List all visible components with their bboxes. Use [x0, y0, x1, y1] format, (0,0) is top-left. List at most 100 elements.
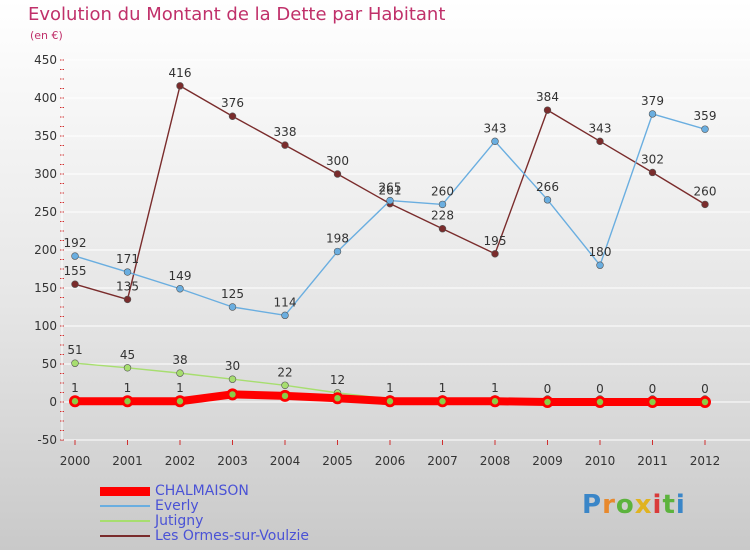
- data-label: 228: [431, 209, 454, 223]
- data-point: [438, 225, 447, 233]
- data-point: [281, 311, 289, 320]
- legend-swatch: [100, 520, 150, 522]
- legend-label: Jutigny: [155, 513, 204, 529]
- data-label: 338: [274, 125, 297, 139]
- y-axis-unit: (en €): [30, 29, 63, 42]
- data-point: [281, 141, 289, 149]
- data-label: 384: [536, 90, 559, 104]
- data-label: 30: [225, 359, 240, 373]
- legend-swatch: [100, 486, 150, 496]
- data-label: 260: [431, 184, 454, 198]
- data-point: [228, 375, 237, 383]
- data-label: 180: [589, 245, 612, 259]
- data-point: [71, 252, 79, 260]
- data-point: [333, 170, 342, 178]
- x-tick-label: 2005: [322, 454, 353, 468]
- data-label: 149: [169, 269, 192, 283]
- data-point: [386, 196, 394, 205]
- data-point: [648, 110, 657, 118]
- data-label: 1: [491, 381, 499, 395]
- logo-letter: o: [615, 490, 635, 520]
- data-point: [176, 82, 184, 90]
- data-point: [123, 364, 132, 372]
- data-point-inner: [701, 398, 709, 406]
- data-point: [71, 280, 79, 288]
- data-label: 359: [694, 109, 717, 123]
- data-label: 343: [589, 121, 612, 135]
- data-label: 1: [176, 381, 184, 395]
- data-point: [228, 112, 237, 120]
- data-label: 192: [64, 236, 87, 250]
- data-label: 379: [641, 94, 664, 108]
- legend-swatch: [100, 505, 150, 507]
- y-tick-label: 400: [34, 91, 57, 105]
- data-label: 302: [641, 152, 664, 166]
- logo-letter: x: [634, 490, 653, 520]
- data-point: [491, 137, 499, 146]
- data-point: [596, 261, 604, 269]
- legend-label: Everly: [155, 498, 199, 514]
- data-point: [701, 125, 709, 133]
- x-tick-label: 2003: [217, 454, 248, 468]
- data-label: 300: [326, 154, 349, 168]
- data-label: 265: [379, 181, 402, 195]
- data-point-inner: [124, 398, 131, 405]
- data-label: 0: [649, 382, 657, 396]
- logo-letter: t: [662, 490, 676, 520]
- data-label: 0: [701, 382, 709, 396]
- x-tick-label: 2002: [165, 454, 196, 468]
- y-tick-label: 150: [34, 281, 57, 295]
- data-label: 1: [124, 381, 132, 395]
- data-label: 171: [116, 252, 139, 266]
- data-point: [228, 303, 237, 311]
- data-point: [701, 200, 709, 209]
- data-label: 1: [386, 381, 394, 395]
- series-line: [74, 113, 706, 317]
- data-label: 12: [330, 373, 345, 387]
- y-tick-label: 50: [42, 357, 57, 371]
- data-label: 45: [120, 348, 135, 362]
- legend-label: Les Ormes-sur-Voulzie: [155, 528, 309, 544]
- x-tick-label: 2008: [480, 454, 511, 468]
- data-label: 51: [67, 343, 82, 357]
- x-tick-label: 2009: [532, 454, 563, 468]
- y-tick-label: -50: [37, 433, 57, 447]
- legend-label: CHALMAISON: [155, 483, 249, 499]
- chart-title: Evolution du Montant de la Dette par Hab…: [28, 4, 446, 25]
- logo-letter: i: [652, 490, 663, 520]
- logo-letter: P: [582, 490, 603, 520]
- y-tick-label: 300: [34, 167, 57, 181]
- data-label: 343: [484, 121, 507, 135]
- y-tick-label: 0: [49, 395, 57, 409]
- data-label: 416: [169, 66, 192, 80]
- data-label: 261: [379, 184, 402, 198]
- data-label: 198: [326, 232, 349, 246]
- y-tick-label: 100: [34, 319, 57, 333]
- x-tick-label: 2001: [112, 454, 143, 468]
- data-point-inner: [544, 398, 551, 406]
- data-point: [176, 369, 184, 377]
- x-tick-label: 2000: [60, 454, 91, 468]
- data-point: [596, 137, 604, 146]
- data-point: [281, 381, 289, 389]
- data-point: [333, 247, 342, 256]
- data-point-inner: [176, 398, 184, 405]
- data-point-inner: [439, 398, 446, 405]
- data-label: 1: [71, 381, 79, 395]
- data-point-inner: [281, 392, 289, 400]
- data-label: 0: [544, 382, 552, 396]
- data-point: [123, 295, 132, 304]
- y-tick-label: 350: [34, 129, 57, 143]
- x-tick-label: 2010: [585, 454, 616, 468]
- data-label: 22: [277, 365, 292, 379]
- logo-letter: r: [602, 490, 616, 520]
- data-point: [543, 196, 552, 204]
- data-point: [543, 106, 552, 114]
- data-label: 1: [439, 381, 447, 395]
- data-label: 125: [221, 287, 244, 301]
- y-tick-label: 450: [34, 53, 57, 67]
- data-label: 114: [274, 295, 297, 309]
- x-tick-label: 2012: [690, 454, 721, 468]
- data-point: [438, 200, 447, 209]
